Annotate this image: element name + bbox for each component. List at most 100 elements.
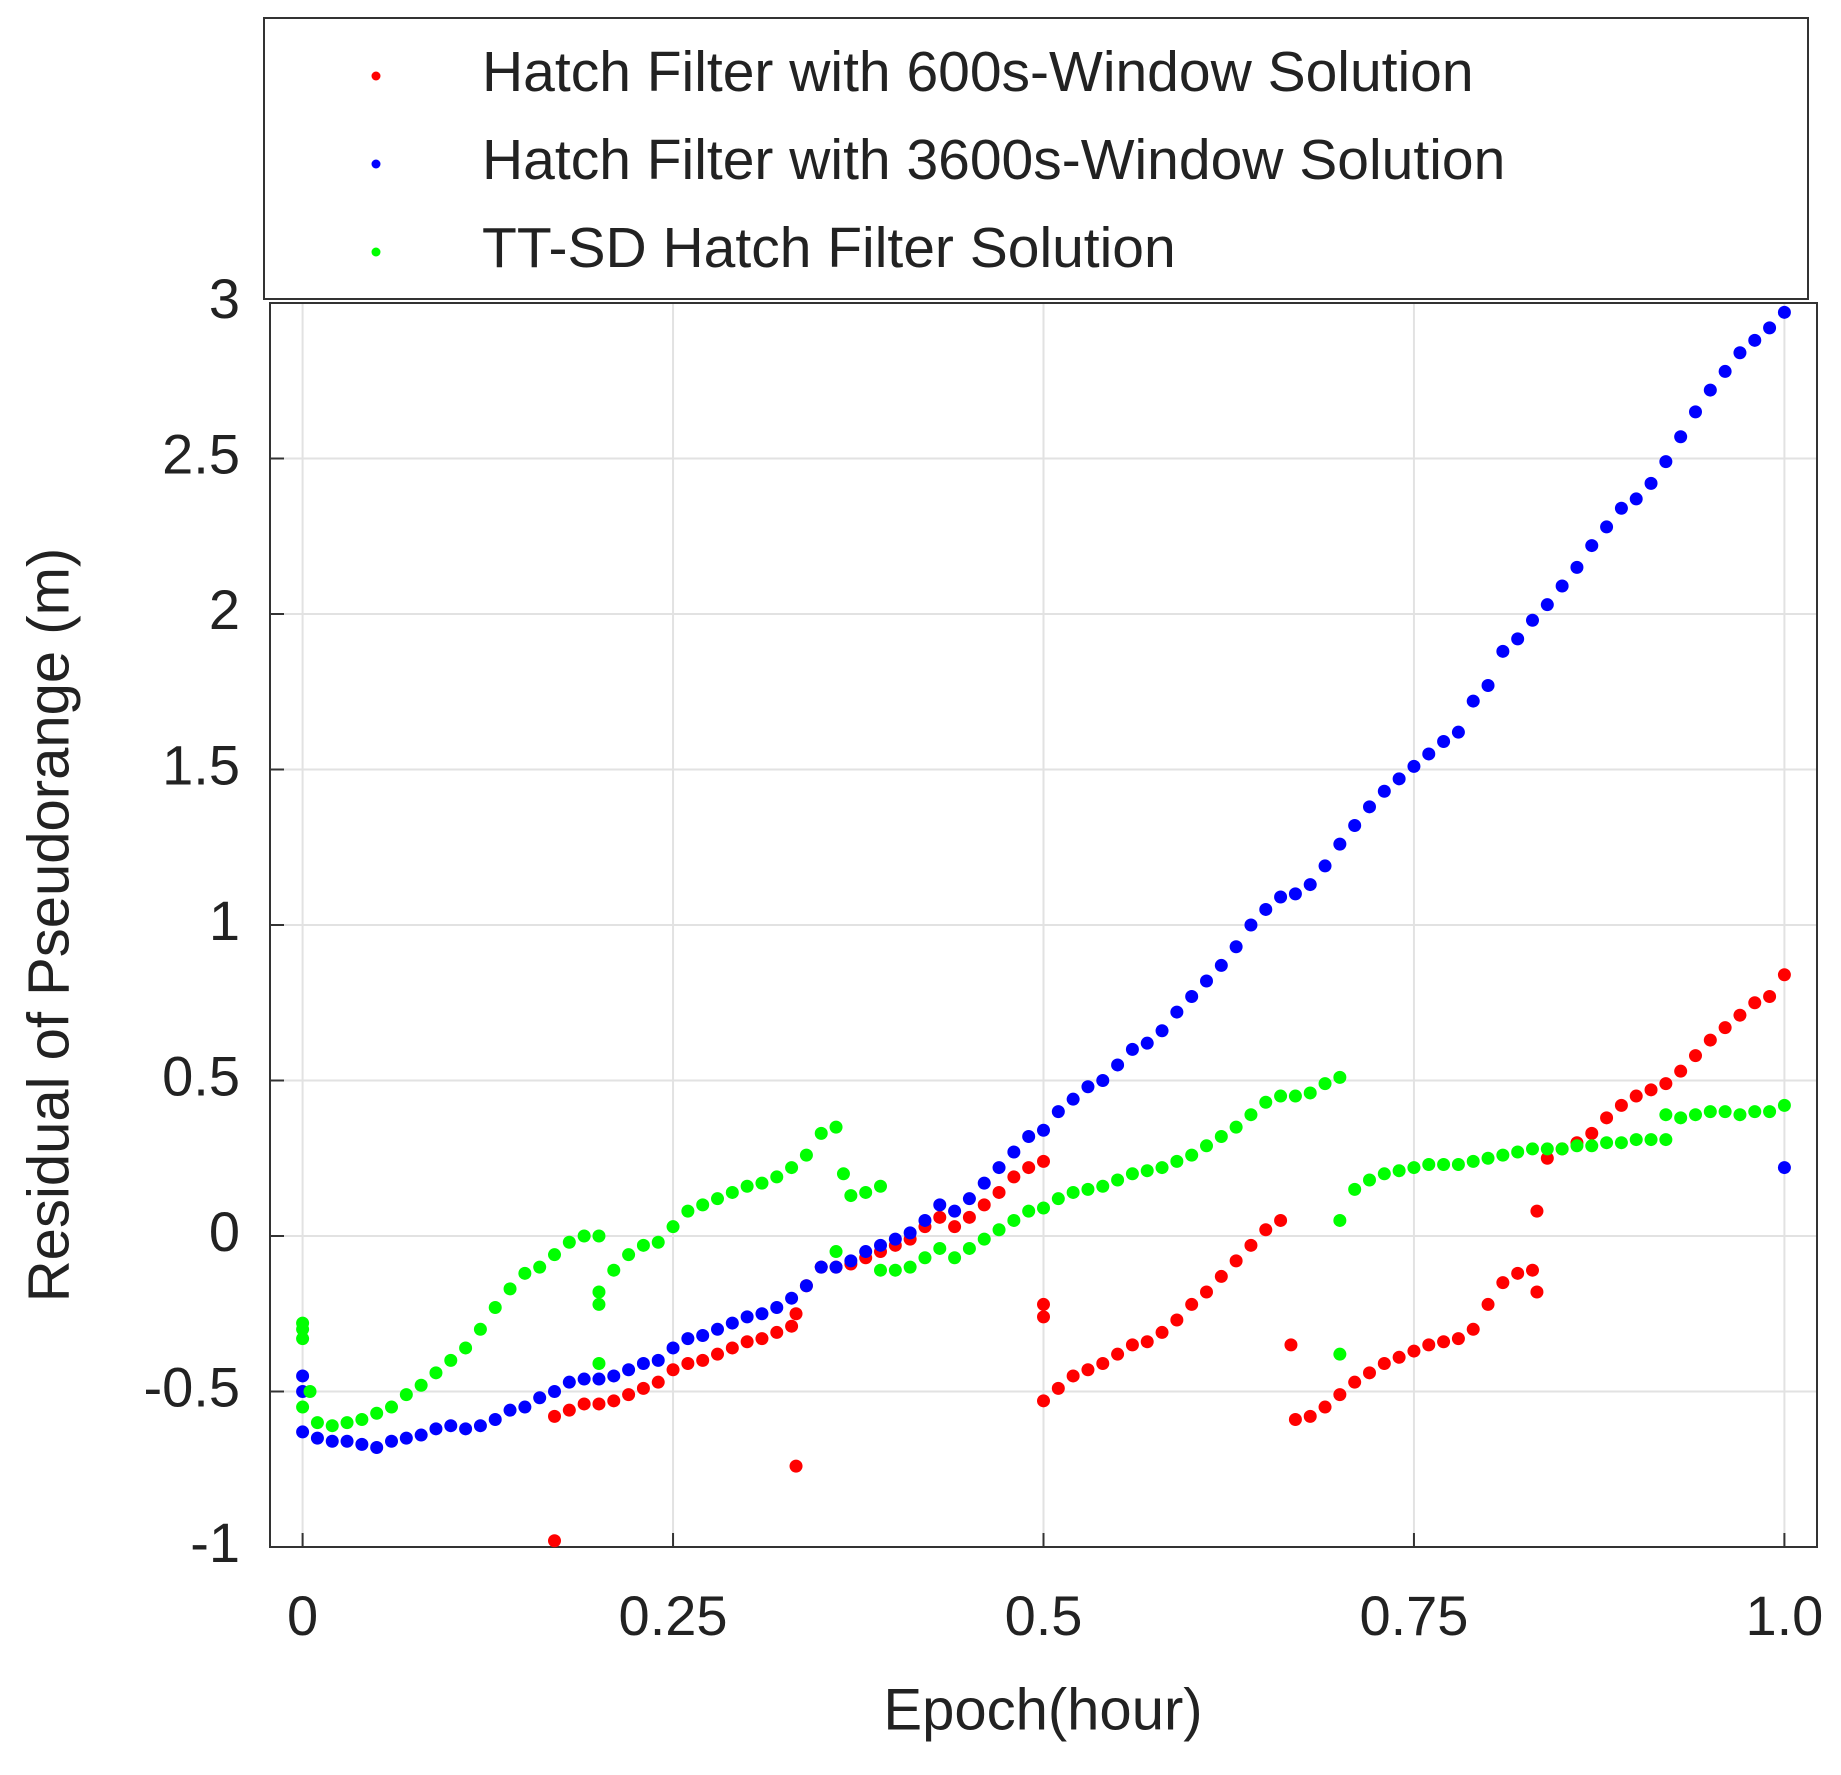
point [859, 1245, 873, 1259]
point [1451, 1332, 1465, 1346]
point [1185, 1148, 1199, 1162]
point [370, 1440, 384, 1454]
point [992, 1161, 1006, 1175]
point [711, 1322, 725, 1336]
x-tick-label: 0 [287, 1584, 318, 1647]
point [310, 1431, 324, 1445]
point [429, 1422, 443, 1436]
point [1733, 346, 1747, 360]
point [1748, 996, 1762, 1010]
point [903, 1226, 917, 1240]
point [1585, 1139, 1599, 1153]
point [888, 1263, 902, 1277]
point [770, 1170, 784, 1184]
point [789, 1307, 803, 1321]
point [1511, 1145, 1525, 1159]
point [296, 1332, 310, 1346]
point [399, 1388, 413, 1402]
point [1496, 1148, 1510, 1162]
point [1288, 1089, 1302, 1103]
point [1274, 890, 1288, 904]
point [874, 1238, 888, 1252]
point [1303, 1409, 1317, 1423]
point [1199, 974, 1213, 988]
point [844, 1189, 858, 1203]
point [1037, 1154, 1050, 1168]
point [1318, 1077, 1332, 1091]
point [1496, 1276, 1510, 1290]
point [1659, 1108, 1673, 1122]
point [755, 1176, 769, 1190]
point [1659, 455, 1673, 469]
point [310, 1416, 324, 1430]
point [1530, 1285, 1544, 1299]
point [785, 1291, 799, 1305]
point [1111, 1058, 1125, 1072]
y-tick-label: 2.5 [162, 422, 240, 485]
point [414, 1378, 428, 1392]
point [1007, 1170, 1021, 1184]
point [488, 1301, 502, 1315]
point [1422, 1157, 1436, 1171]
point [962, 1210, 976, 1224]
point [977, 1176, 991, 1190]
point [1259, 1095, 1273, 1109]
point [577, 1229, 591, 1243]
point [814, 1260, 828, 1274]
point [666, 1363, 680, 1377]
point [503, 1282, 517, 1296]
point [1466, 694, 1480, 708]
point [636, 1238, 650, 1252]
legend-marker [371, 247, 381, 257]
point [681, 1332, 695, 1346]
point [1525, 613, 1539, 627]
point [1066, 1092, 1080, 1106]
point [1466, 1322, 1480, 1336]
point [1437, 735, 1451, 749]
point [740, 1335, 754, 1349]
point [548, 1385, 562, 1398]
point [459, 1422, 473, 1436]
point [977, 1232, 991, 1246]
point [1229, 1120, 1243, 1134]
point [1125, 1167, 1139, 1181]
point [992, 1185, 1006, 1199]
point [1274, 1089, 1288, 1103]
point [1333, 1347, 1347, 1361]
point [785, 1319, 799, 1333]
point [948, 1220, 962, 1234]
point [711, 1192, 725, 1206]
point [1659, 1133, 1673, 1147]
point [1244, 1108, 1258, 1122]
point [1614, 1136, 1628, 1150]
point [1688, 1108, 1702, 1122]
point [1659, 1077, 1673, 1091]
legend-text: TT-SD Hatch Filter Solution [482, 216, 1176, 280]
point [1170, 1154, 1184, 1168]
point [874, 1179, 888, 1193]
point [548, 1409, 562, 1423]
point [770, 1325, 784, 1339]
point [1111, 1347, 1125, 1361]
point [1540, 598, 1554, 612]
point [829, 1245, 843, 1259]
point [592, 1357, 606, 1371]
point [1437, 1335, 1451, 1349]
point [740, 1179, 754, 1193]
point [1422, 747, 1436, 761]
point [1140, 1036, 1154, 1050]
point [785, 1161, 799, 1175]
point [385, 1434, 399, 1448]
point [696, 1329, 710, 1343]
point [518, 1266, 532, 1280]
y-tick-label: 3 [209, 267, 240, 330]
point [1614, 501, 1628, 515]
point [444, 1419, 458, 1433]
legend-marker [371, 71, 381, 81]
point [799, 1279, 813, 1293]
point [836, 1167, 850, 1181]
point [1037, 1297, 1050, 1311]
point [992, 1223, 1006, 1237]
point [1377, 784, 1391, 798]
point [814, 1126, 828, 1140]
